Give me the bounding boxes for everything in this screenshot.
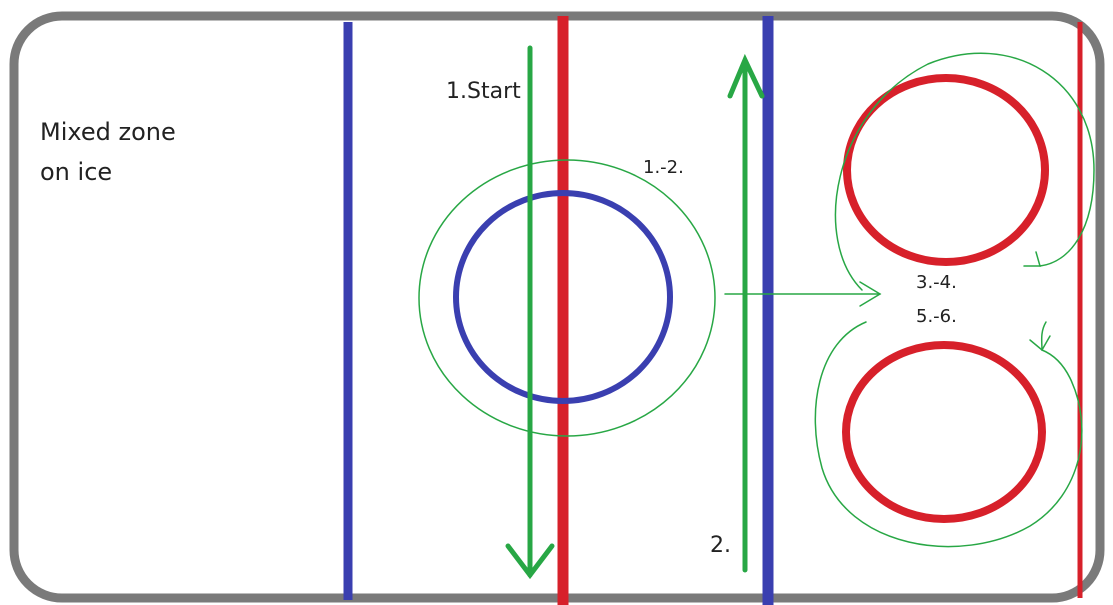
step-label-start: 1.Start [446,79,521,104]
upper-faceoff-circle [843,74,1049,266]
path-arrow-up [727,53,765,99]
path-arrow-lower [1029,335,1051,352]
zone-label-line1: Mixed zone [40,118,176,146]
step-label-loop-center: 1.-2. [643,157,684,178]
path-loop-lower [814,321,1083,548]
path-arrow-upper [1023,251,1041,267]
path-loop-upper [834,52,1095,291]
step-label-loop-lower: 5.-6. [916,306,957,327]
step-label-second-lane: 2. [710,533,731,558]
skating-path [418,45,1095,580]
path-arrow-to-zone [859,281,882,307]
rink-boards [9,11,1105,603]
step-label-loop-upper: 3.-4. [916,272,957,293]
path-arrow-down [505,543,555,580]
path-loop-center [418,159,716,437]
zone-label-line2: on ice [40,158,112,186]
center-faceoff-circle [453,190,673,404]
path-loop-lower-tail [1040,321,1047,351]
lower-faceoff-circle [842,341,1046,523]
